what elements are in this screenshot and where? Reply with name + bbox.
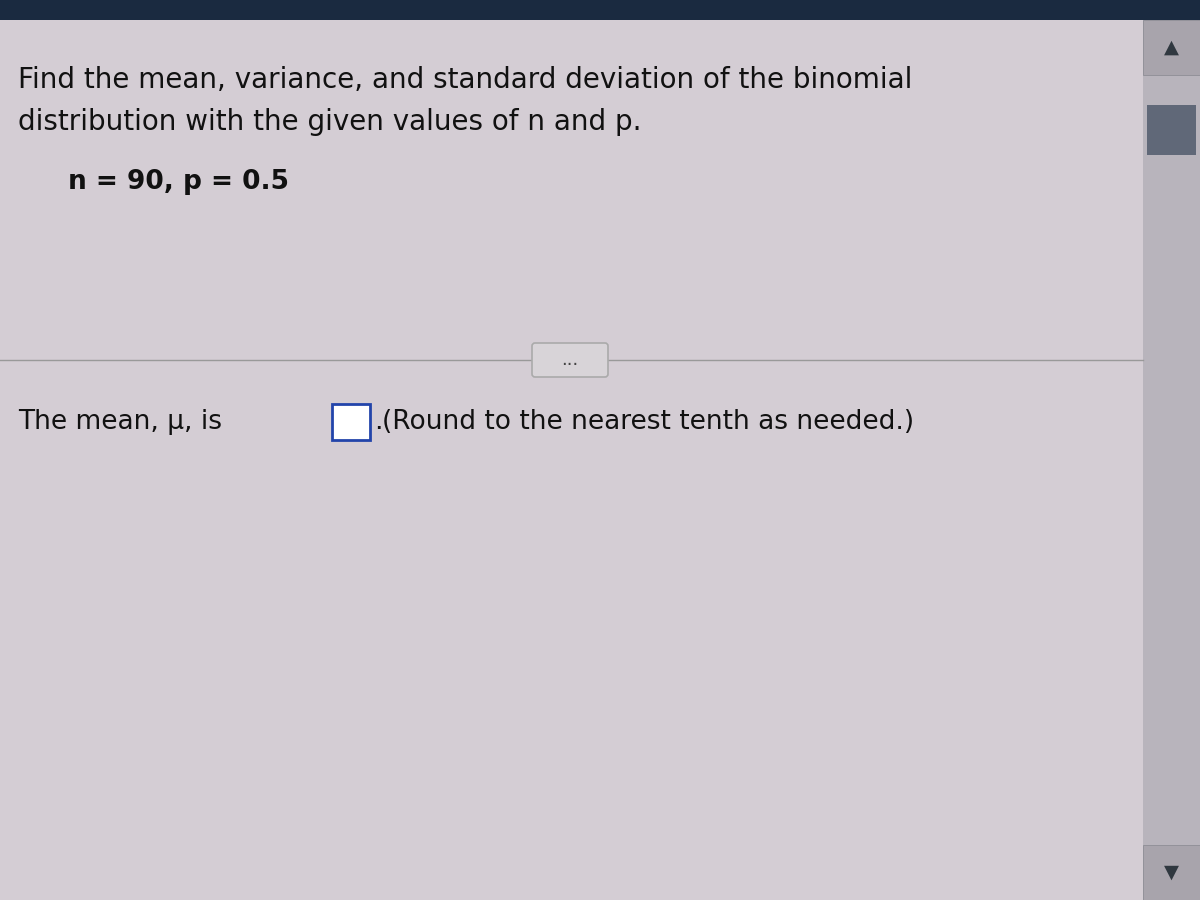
Bar [1142, 845, 1200, 900]
Text: ▲: ▲ [1164, 38, 1178, 57]
Bar [1142, 20, 1200, 900]
Text: .: . [374, 409, 383, 435]
Bar [0, 0, 1200, 20]
FancyBboxPatch shape [532, 343, 608, 377]
Bar [332, 404, 370, 440]
Text: ...: ... [562, 351, 578, 369]
Text: The mean, μ, is: The mean, μ, is [18, 409, 222, 435]
Bar [1142, 20, 1200, 75]
Text: n = 90, p = 0.5: n = 90, p = 0.5 [68, 169, 289, 195]
Text: (Round to the nearest tenth as needed.): (Round to the nearest tenth as needed.) [382, 409, 914, 435]
Text: Find the mean, variance, and standard deviation of the binomial: Find the mean, variance, and standard de… [18, 66, 912, 94]
Bar [1147, 105, 1196, 155]
Text: distribution with the given values of n and p.: distribution with the given values of n … [18, 108, 642, 136]
Text: ▼: ▼ [1164, 863, 1178, 882]
